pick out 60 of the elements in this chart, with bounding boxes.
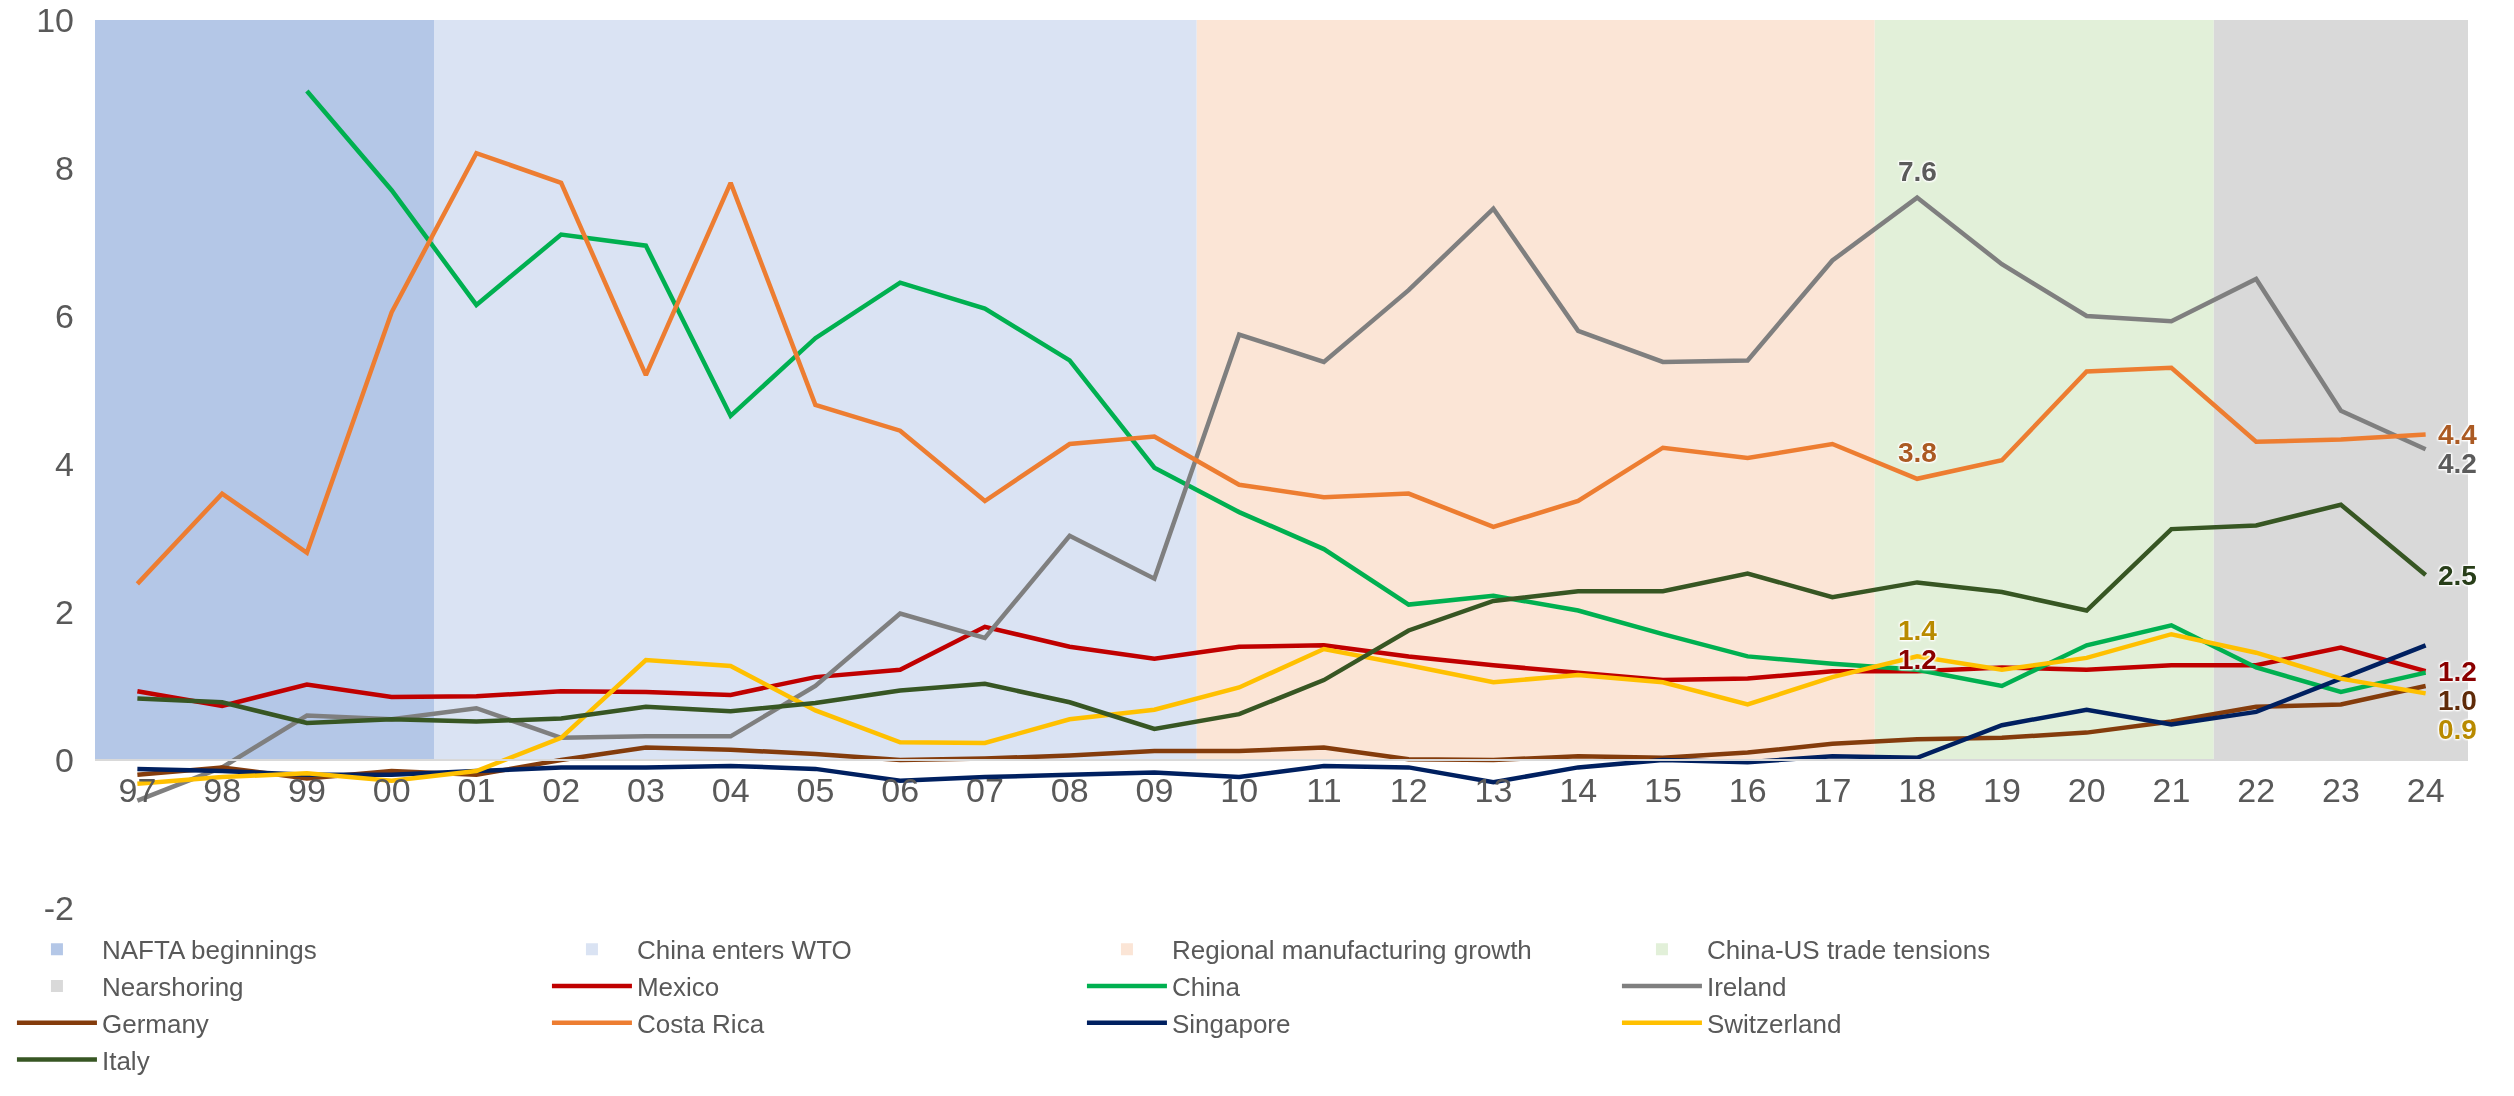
- x-tick-label: 21: [2152, 770, 2191, 809]
- legend-label: Germany: [101, 1008, 209, 1039]
- legend-label: Singapore: [1171, 1008, 1291, 1039]
- x-tick-label: 02: [542, 770, 581, 809]
- x-tick-label: 13: [1474, 770, 1513, 809]
- x-tick-label: 20: [2067, 770, 2106, 809]
- x-tick-label: 10: [1220, 770, 1259, 809]
- x-tick-label: 97: [118, 770, 157, 809]
- legend-label: Costa Rica: [636, 1008, 765, 1039]
- x-tick-label: 12: [1389, 770, 1428, 809]
- legend-label: China-US trade tensions: [1706, 935, 1991, 966]
- legend-label: Switzerland: [1706, 1008, 1842, 1039]
- x-tick-label: 11: [1306, 770, 1342, 809]
- y-tick-label: 2: [55, 592, 74, 631]
- legend-label: NAFTA beginnings: [101, 935, 317, 966]
- line-series: [304, 88, 2428, 695]
- y-tick-label: 8: [55, 148, 74, 187]
- legend-label: Regional manufacturing growth: [1171, 935, 1532, 966]
- x-tick-label: 00: [372, 770, 411, 809]
- x-tick-label: 09: [1135, 770, 1174, 809]
- x-tick-label: 18: [1898, 770, 1937, 809]
- x-tick-label: 24: [2406, 770, 2445, 809]
- x-tick-label: 06: [881, 770, 920, 809]
- x-tick-label: 07: [965, 770, 1004, 809]
- data-label: 7.6: [1898, 156, 1937, 187]
- data-label: 0.9: [2438, 714, 2477, 745]
- x-tick-label: 23: [2321, 770, 2360, 809]
- line-series: [135, 502, 2428, 732]
- x-tick-label: 16: [1728, 770, 1767, 809]
- x-tick-label: 04: [711, 770, 750, 809]
- y-tick-label: 6: [55, 296, 74, 335]
- data-label: 2.5: [2438, 560, 2477, 591]
- legend-label: Mexico: [636, 972, 720, 1003]
- data-label: 1.2: [2438, 656, 2477, 687]
- y-tick-label: 0: [55, 740, 74, 779]
- x-tick-label: 19: [1982, 770, 2021, 809]
- legend-label: China: [1171, 972, 1241, 1003]
- x-tick-label: 22: [2237, 770, 2276, 809]
- data-label: 3.8: [1898, 437, 1937, 468]
- x-tick-label: 03: [626, 770, 665, 809]
- x-tick-label: 14: [1559, 770, 1598, 809]
- x-tick-label: 17: [1813, 770, 1852, 809]
- data-label: 4.4: [2438, 419, 2478, 450]
- x-tick-label: 01: [457, 770, 496, 809]
- legend-label: China enters WTO: [636, 935, 852, 966]
- y-tick-label: 4: [55, 444, 74, 483]
- x-tick-label: 08: [1050, 770, 1089, 809]
- data-label: 1.0: [2438, 685, 2477, 716]
- y-tick-label: 10: [36, 0, 74, 39]
- y-tick-label: -2: [43, 888, 74, 927]
- x-tick-label: 15: [1643, 770, 1682, 809]
- x-tick-label: 05: [796, 770, 835, 809]
- legend-label: Ireland: [1706, 972, 1787, 1003]
- x-tick-label: 99: [287, 770, 326, 809]
- legend-label: Nearshoring: [101, 972, 244, 1003]
- x-tick-label: 98: [203, 770, 242, 809]
- data-label: 4.2: [2438, 448, 2477, 479]
- legend-label: Italy: [101, 1045, 150, 1076]
- line-series: [135, 150, 2428, 587]
- data-label: 1.4: [1898, 615, 1938, 646]
